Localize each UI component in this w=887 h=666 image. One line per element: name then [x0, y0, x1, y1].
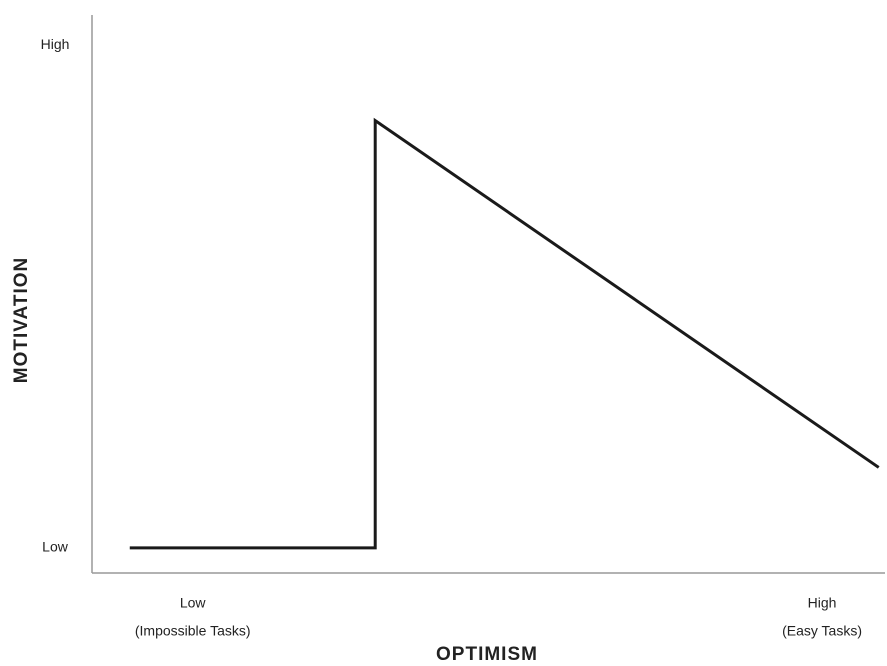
y-axis-title: MOTIVATION	[11, 257, 32, 383]
y-tick-label: Low	[42, 539, 69, 555]
x-tick-label: (Easy Tasks)	[782, 623, 862, 639]
y-tick-label: High	[41, 36, 70, 52]
x-tick-label: Low	[180, 595, 207, 611]
x-axis-title: OPTIMISM	[436, 644, 538, 665]
line	[129, 117, 880, 550]
x-tick-label: High	[808, 595, 837, 611]
x-tick-label: (Impossible Tasks)	[135, 623, 251, 639]
